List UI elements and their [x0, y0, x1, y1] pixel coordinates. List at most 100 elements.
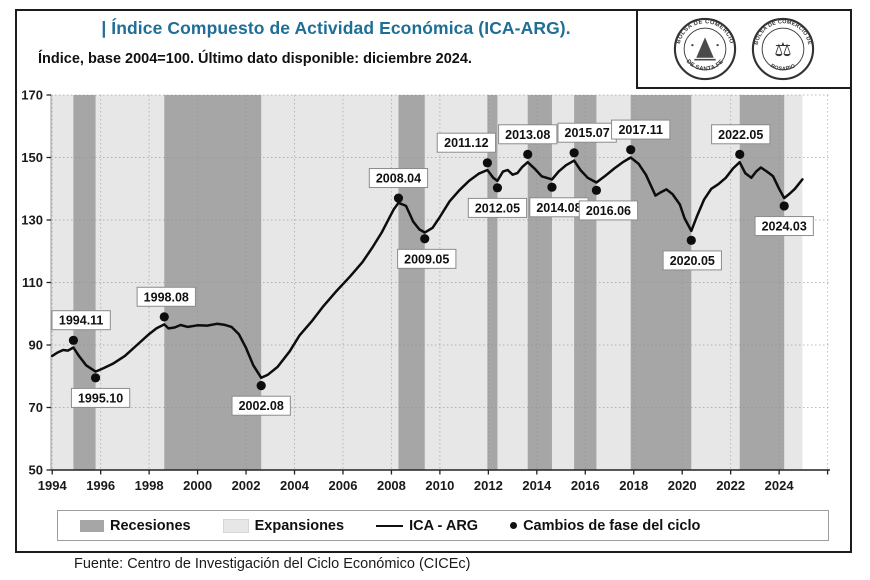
- pyramid-emblem-icon: [696, 37, 714, 58]
- phase-dot: [420, 234, 430, 244]
- phase-dot: [68, 335, 79, 345]
- x-tick-label: 2024: [765, 478, 795, 493]
- legend-label: Cambios de fase del ciclo: [523, 517, 701, 534]
- phase-label-box: [51, 310, 111, 331]
- legend-label: Expansiones: [254, 517, 345, 534]
- x-tick-label: 2012: [474, 478, 503, 493]
- phase-label-box: [467, 197, 528, 218]
- seal-inner-ring: [683, 27, 727, 71]
- phase-dot: [779, 201, 789, 211]
- y-tick-label: 70: [29, 400, 43, 415]
- phase-dot: [626, 145, 636, 155]
- phase-label-box: [754, 216, 814, 237]
- phase-dot: [735, 149, 745, 159]
- phase-label: 2008.04: [376, 172, 421, 186]
- seal-ring-text: ROSARIO: [769, 63, 796, 72]
- phase-dot: [393, 193, 404, 203]
- seal-ring-text: DE SANTA FE: [685, 59, 725, 73]
- seal-outer-ring: [673, 17, 737, 81]
- y-tick-label: 110: [22, 275, 43, 290]
- legend-label: Recesiones: [110, 517, 191, 534]
- x-tick-label: 2010: [425, 478, 454, 493]
- y-tick-label: 170: [21, 88, 43, 103]
- page-subtitle: Índice, base 2004=100. Último dato dispo…: [38, 51, 472, 67]
- phase-dot: [523, 149, 533, 159]
- phase-dot: [256, 381, 266, 391]
- phase-dot: [482, 158, 492, 168]
- x-tick-label: 2006: [329, 478, 358, 493]
- phase-dot: [492, 183, 503, 193]
- phase-label: 2002.08: [239, 399, 284, 413]
- recession-band: [630, 95, 692, 470]
- legend-item-recessions: Recesiones: [80, 518, 191, 534]
- phase-label-box: [231, 395, 291, 416]
- phase-dot: [591, 185, 602, 195]
- y-tick-label: 150: [21, 150, 43, 165]
- phase-dot: [547, 182, 557, 192]
- phase-label-box: [662, 250, 722, 271]
- phase-label: 2014.08: [536, 201, 581, 215]
- phase-label: 1995.10: [78, 391, 123, 405]
- x-tick-label: 1994: [38, 478, 68, 493]
- emblem-dot: [691, 43, 694, 47]
- phase-dot: [569, 148, 579, 158]
- x-tick-label: 1996: [86, 478, 115, 493]
- x-tick-label: 1998: [135, 478, 164, 493]
- x-tick-label: 2000: [183, 478, 212, 493]
- legend-item-phase-changes: Cambios de fase del ciclo: [510, 518, 700, 534]
- phase-dot: [159, 312, 169, 322]
- santa-fe-seal-icon: BOLSA DE COMERCIO DE SANTA FE: [673, 17, 737, 81]
- legend-item-line: ICA - ARG: [376, 518, 478, 534]
- phase-label-box: [498, 124, 558, 145]
- phase-label: 2009.05: [404, 252, 449, 266]
- phase-label: 2011.12: [444, 136, 489, 150]
- chart-legend: Recesiones Expansiones ICA - ARG Cambios…: [57, 510, 829, 541]
- phase-label-box: [368, 168, 429, 189]
- x-tick-label: 2020: [668, 478, 697, 493]
- logos-box: BOLSA DE COMERCIO DE SANTA FE BOLSA DE C…: [636, 9, 852, 89]
- emblem-dot: [716, 43, 719, 47]
- phase-label: 2020.05: [670, 254, 715, 268]
- phase-label-box: [397, 248, 457, 269]
- scales-emblem-icon: ⚖: [774, 38, 791, 61]
- page-title: | Índice Compuesto de Actividad Económic…: [101, 18, 571, 38]
- line-swatch-icon: [376, 524, 404, 527]
- phase-dot: [686, 235, 696, 245]
- phase-label: 2024.03: [762, 220, 807, 234]
- ica-line: [50, 156, 804, 380]
- recession-band: [739, 95, 785, 470]
- phase-label-box: [436, 132, 497, 153]
- phase-label-box: [70, 387, 131, 408]
- phase-dot: [90, 373, 101, 383]
- phase-label: 2017.11: [618, 123, 663, 137]
- x-tick-label: 2018: [619, 478, 648, 493]
- phase-label: 1994.11: [59, 314, 104, 328]
- legend-item-expansions: Expansiones: [222, 517, 345, 534]
- phase-label-box: [611, 119, 671, 140]
- recession-band: [574, 95, 597, 470]
- y-tick-label: 130: [21, 213, 43, 228]
- x-tick-label: 2008: [377, 478, 406, 493]
- x-tick-label: 2014: [522, 478, 552, 493]
- dot-swatch-icon: [510, 522, 518, 529]
- recession-swatch-icon: [80, 519, 104, 532]
- phase-label: 2022.05: [718, 128, 763, 142]
- rosario-seal-icon: BOLSA DE COMERCIO DE ROSARIO ⚖: [751, 17, 815, 81]
- phase-label: 2013.08: [505, 128, 550, 142]
- x-tick-label: 2022: [716, 478, 745, 493]
- x-tick-label: 2004: [280, 478, 310, 493]
- phase-label-box: [136, 286, 196, 307]
- phase-label: 2012.05: [475, 201, 520, 215]
- x-tick-label: 2002: [232, 478, 261, 493]
- expansion-swatch-icon: [222, 518, 249, 533]
- x-tick-label: 2016: [571, 478, 600, 493]
- phase-label: 2016.06: [586, 204, 631, 218]
- y-tick-label: 90: [29, 338, 43, 353]
- phase-label-box: [578, 200, 639, 221]
- legend-label: ICA - ARG: [409, 517, 479, 534]
- phase-label: 1998.08: [144, 290, 189, 304]
- source-note: Fuente: Centro de Investigación del Cicl…: [74, 556, 471, 572]
- y-tick-label: 50: [29, 463, 43, 478]
